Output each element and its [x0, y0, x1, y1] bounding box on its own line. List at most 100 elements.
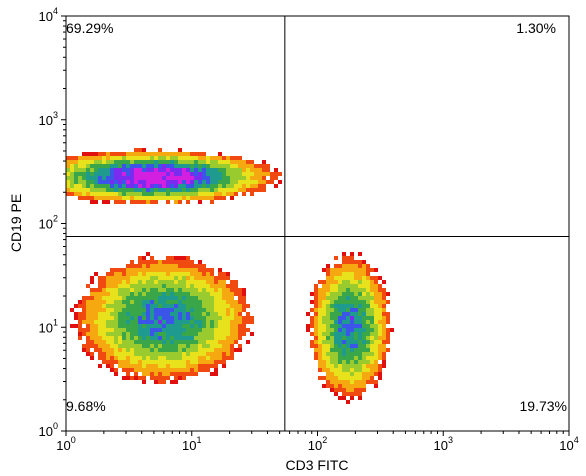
density-cell [346, 376, 350, 380]
density-cell [206, 272, 210, 276]
density-cell [106, 300, 110, 304]
density-cell [338, 288, 342, 292]
density-cell [126, 272, 130, 276]
density-cell [198, 172, 202, 176]
density-cell [370, 316, 374, 320]
density-cell [186, 308, 190, 312]
density-cell [170, 304, 174, 308]
density-cell [318, 312, 322, 316]
density-cell [150, 288, 154, 292]
density-cell [190, 324, 194, 328]
density-cell [218, 180, 222, 184]
density-cell [158, 376, 162, 380]
density-cell [118, 316, 122, 320]
density-cell [246, 188, 250, 192]
density-cell [106, 284, 110, 288]
density-cell [122, 200, 126, 204]
density-cell [146, 196, 150, 200]
density-cell [130, 316, 134, 320]
density-cell [98, 180, 102, 184]
density-cell [162, 376, 166, 380]
density-cell [370, 328, 374, 332]
density-cell [166, 328, 170, 332]
density-cell [78, 316, 82, 320]
density-cell [138, 292, 142, 296]
density-cell [322, 268, 326, 272]
density-cell [66, 168, 70, 172]
density-cell [154, 280, 158, 284]
density-cell [114, 200, 118, 204]
density-cell [154, 172, 158, 176]
density-cell [190, 368, 194, 372]
density-cell [130, 156, 134, 160]
density-cell [338, 376, 342, 380]
density-cell [222, 344, 226, 348]
density-cell [218, 320, 222, 324]
density-cell [78, 324, 82, 328]
density-cell [222, 320, 226, 324]
density-cell [342, 280, 346, 284]
density-cell [346, 360, 350, 364]
density-cell [102, 188, 106, 192]
density-cell [122, 356, 126, 360]
density-cell [206, 276, 210, 280]
density-cell [186, 328, 190, 332]
density-cell [354, 308, 358, 312]
density-cell [182, 344, 186, 348]
density-cell [190, 280, 194, 284]
density-cell [338, 324, 342, 328]
density-cell [150, 376, 154, 380]
density-cell [370, 336, 374, 340]
density-cell [354, 328, 358, 332]
density-cell [142, 376, 146, 380]
density-cell [170, 284, 174, 288]
density-cell [350, 276, 354, 280]
density-cell [186, 184, 190, 188]
density-cell [370, 332, 374, 336]
density-cell [190, 176, 194, 180]
density-cell [114, 348, 118, 352]
density-cell [150, 180, 154, 184]
density-cell [190, 160, 194, 164]
density-cell [166, 372, 170, 376]
density-cell [218, 184, 222, 188]
density-cell [82, 164, 86, 168]
density-cell [210, 192, 214, 196]
density-cell [222, 272, 226, 276]
density-cell [194, 268, 198, 272]
density-cell [150, 364, 154, 368]
density-cell [230, 164, 234, 168]
density-cell [326, 304, 330, 308]
density-cell [138, 268, 142, 272]
density-cell [162, 296, 166, 300]
density-cell [98, 172, 102, 176]
density-cell [322, 332, 326, 336]
density-cell [226, 168, 230, 172]
density-cell [126, 192, 130, 196]
density-cell [78, 300, 82, 304]
density-cell [150, 336, 154, 340]
density-cell [134, 332, 138, 336]
density-cell [330, 340, 334, 344]
density-cell [378, 304, 382, 308]
density-cell [202, 280, 206, 284]
density-cell [78, 312, 82, 316]
density-cell [98, 332, 102, 336]
density-cell [86, 192, 90, 196]
density-cell [226, 176, 230, 180]
density-cell [314, 292, 318, 296]
density-cell [90, 320, 94, 324]
density-cell [354, 372, 358, 376]
density-cell [342, 336, 346, 340]
density-cell [242, 324, 246, 328]
density-cell [154, 192, 158, 196]
density-cell [142, 180, 146, 184]
density-cell [218, 268, 222, 272]
density-cell [214, 164, 218, 168]
density-cell [198, 276, 202, 280]
density-cell [346, 388, 350, 392]
density-cell [190, 192, 194, 196]
density-cell [234, 332, 238, 336]
quadrant-lower-left-percent: 9.68% [66, 398, 106, 414]
density-cell [354, 268, 358, 272]
